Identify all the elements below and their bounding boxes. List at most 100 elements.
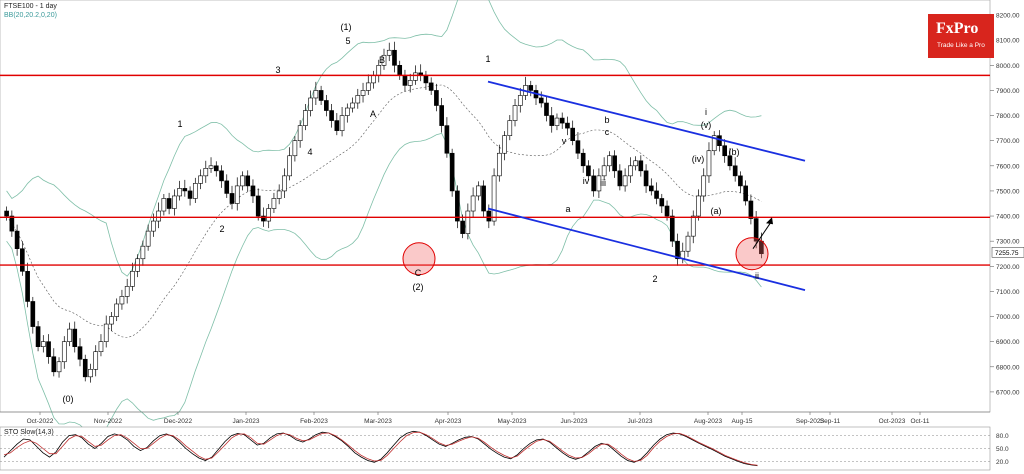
- candle-body: [381, 54, 387, 66]
- candle-body: [130, 271, 135, 287]
- candle-body: [392, 49, 397, 66]
- candle-body: [460, 220, 465, 234]
- candle-body: [355, 95, 361, 104]
- candle-body: [612, 155, 617, 172]
- candle-body: [706, 150, 712, 177]
- candle-body: [675, 240, 680, 260]
- wave-labels: (0)(1)534(2)21BAC12(iv)(v)(b)(a)iiiiiiiv…: [63, 22, 760, 404]
- candle-body: [549, 115, 555, 126]
- y-tick-label: 8200.00: [996, 13, 1020, 20]
- x-tick-label: Oct-2023: [879, 418, 906, 425]
- candle-body: [601, 165, 607, 177]
- candle-body: [738, 175, 743, 187]
- candle-body: [313, 90, 319, 99]
- candle-body: [240, 175, 245, 187]
- candle-body: [570, 127, 576, 141]
- candle-body: [156, 210, 161, 222]
- x-tick-label: Jul-2023: [628, 418, 653, 425]
- candle-body: [93, 351, 99, 370]
- candle-body: [407, 80, 413, 86]
- candle-body: [413, 72, 418, 81]
- candle-body: [177, 188, 182, 197]
- wave-label: 2: [652, 274, 657, 284]
- wave-label: (1): [341, 22, 352, 32]
- candle-body: [109, 316, 114, 325]
- candle-body: [528, 85, 534, 91]
- y-tick-label: 7700.00: [996, 138, 1020, 145]
- candle-body: [46, 341, 51, 358]
- target-arrow-line: [752, 223, 771, 249]
- candle-body: [287, 155, 292, 177]
- price-axis: 8200.00 8100.00 8000.00 7900.00 7800.00 7700.…: [990, 13, 1024, 396]
- wave-label: (2): [413, 282, 424, 292]
- candle-body: [308, 97, 313, 111]
- candle-body: [643, 170, 649, 187]
- candle-body: [753, 218, 759, 242]
- x-tick-label: May-2023: [498, 418, 527, 425]
- candle-body: [743, 185, 748, 202]
- candle-body: [344, 107, 350, 116]
- x-tick-label: Jan-2023: [232, 418, 259, 425]
- y-tick-label: 8000.00: [996, 63, 1020, 70]
- wave-label: (v): [701, 120, 712, 130]
- candle-body: [245, 175, 251, 187]
- stochastic-panel: 80.0 50.0 20.0: [0, 426, 1009, 471]
- candle-body: [711, 135, 717, 152]
- candle-body: [198, 175, 203, 184]
- candle-body: [282, 175, 287, 192]
- bollinger-lower: [6, 132, 762, 433]
- candle-body: [502, 135, 507, 154]
- candle-body: [496, 152, 502, 177]
- candle-body: [476, 185, 481, 197]
- x-tick-label: Nov-2022: [94, 418, 123, 425]
- candle-body: [428, 82, 434, 91]
- candle-body: [486, 210, 492, 222]
- candle-body: [145, 230, 151, 247]
- x-tick-label: Mar-2023: [364, 418, 392, 425]
- wave-c-circle: [402, 242, 436, 276]
- candles: [4, 41, 764, 383]
- wave-label: (iv): [692, 154, 705, 164]
- candle-body: [481, 185, 486, 212]
- wave-label: v: [562, 136, 567, 146]
- candle-body: [318, 90, 324, 101]
- wave-label: 1: [177, 119, 182, 129]
- candle-body: [35, 326, 41, 347]
- candle-body: [559, 117, 565, 124]
- candle-body: [350, 102, 355, 109]
- candle-body: [161, 198, 167, 212]
- y-tick-label: 6800.00: [996, 364, 1020, 371]
- wave-label: 3: [275, 65, 280, 75]
- y-tick-label: 7000.00: [996, 314, 1020, 321]
- candle-body: [638, 160, 644, 172]
- candle-body: [659, 198, 665, 207]
- candle-body: [607, 155, 612, 167]
- y-tick-label: 7100.00: [996, 289, 1020, 296]
- candle-body: [261, 215, 266, 222]
- candle-body: [360, 90, 366, 96]
- candle-body: [151, 220, 156, 232]
- candle-body: [701, 175, 707, 197]
- horizontal-levels: [0, 74, 990, 266]
- candle-body: [192, 183, 198, 199]
- indicator-label: BB(20,20.2,0,20): [4, 12, 57, 19]
- wave-label: (a): [711, 206, 722, 216]
- y-tick-label: 7200.00: [996, 264, 1020, 271]
- candle-body: [213, 165, 219, 172]
- candle-body: [255, 195, 261, 217]
- candle-body: [77, 346, 83, 360]
- candle-body: [329, 110, 334, 121]
- target-circle: [735, 237, 769, 271]
- wave-label: A: [370, 109, 376, 119]
- candle-body: [72, 328, 78, 347]
- candle-body: [103, 323, 109, 342]
- chart-title: FTSE100 - 1 day: [4, 3, 57, 10]
- y-tick-label: 7300.00: [996, 239, 1020, 246]
- x-tick-label: Aug-15: [732, 418, 753, 425]
- candle-body: [187, 190, 193, 199]
- candle-body: [140, 245, 146, 260]
- wave-label: a: [565, 204, 570, 214]
- candle-body: [224, 180, 230, 194]
- candle-body: [449, 152, 455, 192]
